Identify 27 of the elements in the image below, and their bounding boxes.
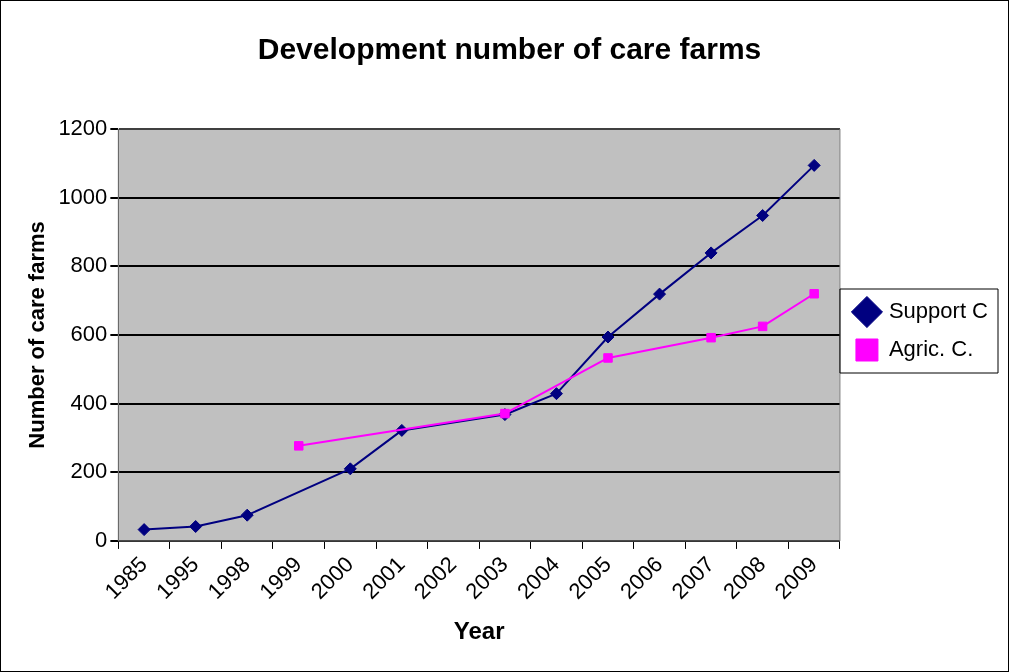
y-tick-label: 1200: [58, 115, 108, 141]
point: [757, 321, 768, 332]
chart-title: Development number of care farms: [257, 32, 762, 66]
y-tick-label: 800: [70, 252, 108, 278]
legend-label: Support C: [888, 298, 989, 324]
point: [294, 441, 304, 451]
point: [240, 508, 254, 522]
point: [756, 209, 770, 222]
point: [189, 520, 203, 534]
point: [549, 387, 563, 401]
y-tick-label: 400: [70, 389, 108, 415]
y-tick-label: 600: [70, 321, 108, 347]
point: [704, 246, 718, 260]
point: [809, 289, 819, 299]
legend-label: Agric. C.: [888, 336, 974, 362]
y-tick-label: 1000: [58, 183, 108, 209]
point: [137, 523, 151, 537]
point: [706, 332, 716, 343]
point: [343, 462, 357, 476]
x-axis-title: Year: [453, 617, 505, 645]
y-tick-label: 200: [70, 458, 108, 484]
point: [601, 330, 615, 344]
point: [603, 353, 613, 363]
y-tick-label: 0: [95, 526, 108, 552]
y-axis-title: Number of care farms: [24, 221, 50, 449]
point: [653, 287, 667, 301]
point: [807, 158, 821, 172]
